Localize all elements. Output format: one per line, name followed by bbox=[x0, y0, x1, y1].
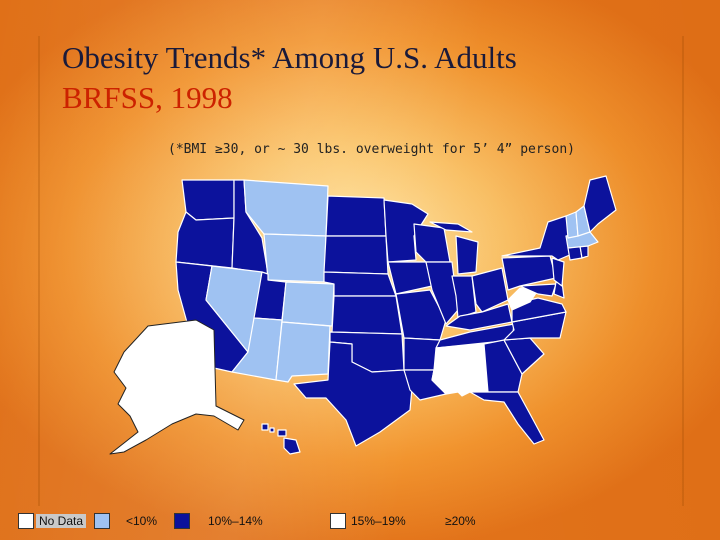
state-NE bbox=[323, 271, 397, 297]
legend-label-10-14: 10%–14% bbox=[208, 514, 263, 528]
state-MT bbox=[243, 179, 329, 237]
state-HI bbox=[261, 423, 301, 455]
state-CO bbox=[281, 281, 335, 327]
state-NJ bbox=[551, 257, 565, 287]
state-GA bbox=[483, 339, 523, 393]
state-AL bbox=[457, 343, 489, 397]
frame-line-left bbox=[38, 36, 40, 506]
state-KS bbox=[331, 295, 403, 335]
state-MO bbox=[395, 289, 447, 341]
legend-label-15-19: 15%–19% bbox=[351, 514, 406, 528]
subtitle-note: (*BMI ≥30, or ~ 30 lbs. overweight for 5… bbox=[168, 142, 575, 157]
legend-swatch-no-data bbox=[18, 513, 34, 529]
legend: No Data <10% 10%–14% 15%–19% ≥20% bbox=[14, 508, 714, 534]
state-WA bbox=[181, 179, 235, 221]
frame-line-right bbox=[682, 36, 684, 506]
title-line-2: BRFSS, 1998 bbox=[62, 80, 233, 115]
state-OR bbox=[175, 211, 235, 269]
state-IA bbox=[387, 261, 433, 295]
legend-swatch-lt10 bbox=[94, 513, 110, 529]
state-IL bbox=[425, 261, 459, 325]
state-NY bbox=[501, 215, 573, 261]
legend-item-lt10: <10% bbox=[94, 512, 160, 530]
legend-swatch-15-19 bbox=[330, 513, 346, 529]
legend-item-10-14: 10%–14% bbox=[174, 512, 266, 530]
state-KY bbox=[445, 303, 513, 331]
state-WY bbox=[263, 233, 327, 283]
state-AZ bbox=[231, 317, 283, 381]
state-MI bbox=[455, 235, 479, 275]
state-OH bbox=[471, 267, 509, 313]
legend-label-lt10: <10% bbox=[126, 514, 158, 528]
state-NM bbox=[275, 321, 331, 383]
state-WV bbox=[507, 287, 539, 311]
legend-swatch-10-14 bbox=[174, 513, 190, 529]
legend-item-no-data: No Data bbox=[18, 512, 87, 530]
state-MD bbox=[519, 283, 557, 297]
legend-item-15-19: 15%–19% bbox=[330, 512, 409, 530]
state-SD bbox=[323, 235, 389, 275]
title-line-1: Obesity Trends* Among U.S. Adults bbox=[62, 40, 517, 75]
state-FL bbox=[469, 391, 545, 445]
state-ND bbox=[325, 195, 387, 237]
state-MI-upper bbox=[429, 221, 473, 233]
state-MN bbox=[383, 199, 429, 263]
legend-item-ge20: ≥20% bbox=[442, 512, 479, 530]
state-RI bbox=[579, 245, 589, 259]
legend-label-no-data: No Data bbox=[36, 514, 87, 528]
state-TX bbox=[293, 341, 413, 447]
state-ME bbox=[583, 175, 617, 233]
state-AK bbox=[109, 319, 245, 455]
legend-label-ge20: ≥20% bbox=[445, 514, 476, 528]
